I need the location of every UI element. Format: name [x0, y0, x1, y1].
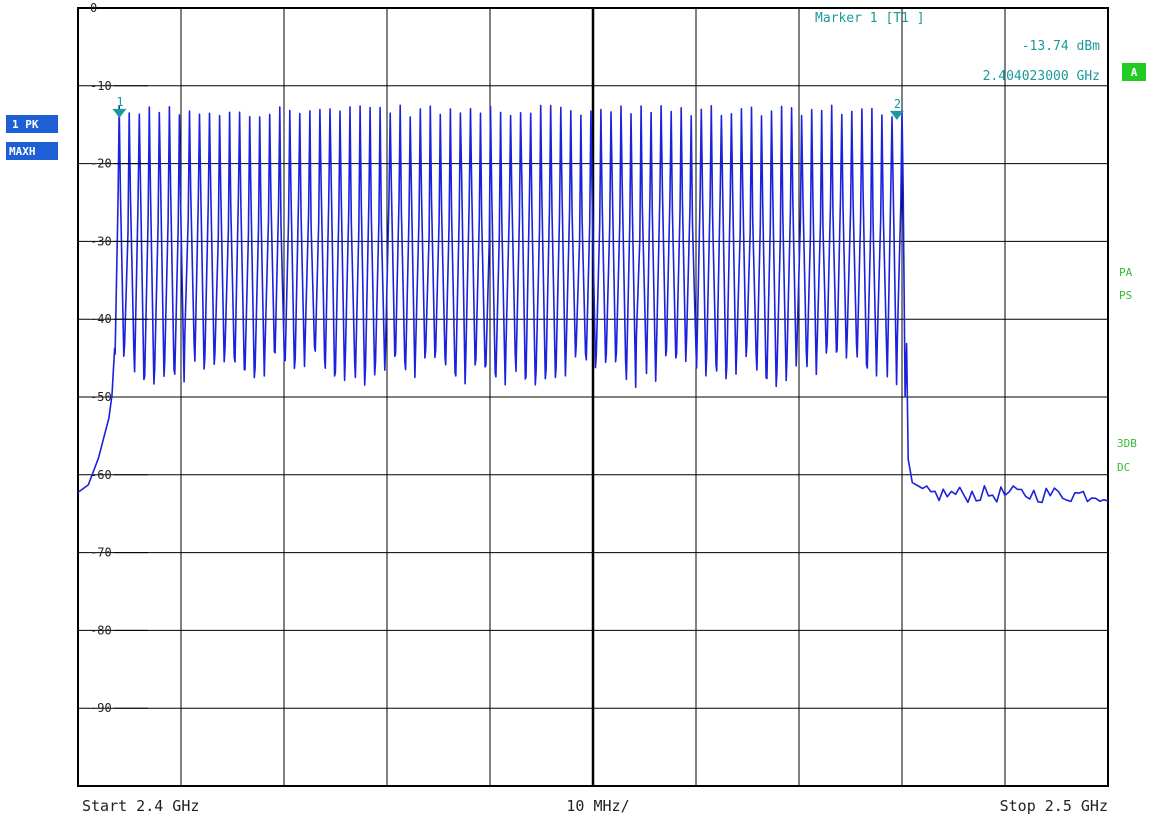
side-label-pa: PA — [1119, 266, 1133, 279]
y-tick-label: -40 — [90, 312, 112, 326]
marker-readout-level: -13.74 dBm — [1022, 39, 1100, 54]
side-label-3db: 3DB — [1117, 437, 1137, 450]
trace-badge-mode — [6, 115, 58, 133]
trace-badge-detector — [6, 142, 58, 160]
y-tick-label: 0 — [90, 1, 97, 15]
channel-badge-label: A — [1131, 66, 1138, 79]
y-tick-label: -70 — [90, 546, 112, 560]
y-tick-label: -50 — [90, 390, 112, 404]
spectrum-trace — [77, 104, 1109, 504]
y-tick-label: -10 — [90, 79, 112, 93]
y-tick-label: -90 — [90, 701, 112, 715]
marker-1-triangle — [112, 108, 127, 118]
y-tick-label: -30 — [90, 234, 112, 248]
y-tick-labels: 0 -10 -20 -30 -40 -50 -60 -70 -80 -90 — [90, 1, 148, 715]
side-label-ps: PS — [1119, 289, 1132, 302]
grid — [77, 7, 1109, 787]
side-label-dc: DC — [1117, 461, 1130, 474]
y-tick-label: -20 — [90, 157, 112, 171]
span-per-division-label: 10 MHz/ — [566, 797, 629, 815]
trace — [77, 104, 1109, 504]
marker-readout-title: Marker 1 [T1 ] — [815, 11, 925, 26]
stop-frequency-label: Stop 2.5 GHz — [1000, 797, 1108, 815]
marker-readout-frequency: 2.404023000 GHz — [983, 69, 1100, 84]
marker-1-label: 1 — [116, 95, 123, 109]
marker-2-triangle — [889, 110, 904, 120]
marker-2-label: 2 — [894, 97, 901, 111]
channel-badge — [1122, 63, 1146, 81]
start-frequency-label: Start 2.4 GHz — [82, 797, 199, 815]
trace-badge-mode-label: 1 PK — [12, 118, 39, 131]
y-tick-label: -80 — [90, 623, 112, 637]
trace-badge-detector-label: MAXH — [9, 145, 36, 158]
y-tick-label: -60 — [90, 468, 112, 482]
